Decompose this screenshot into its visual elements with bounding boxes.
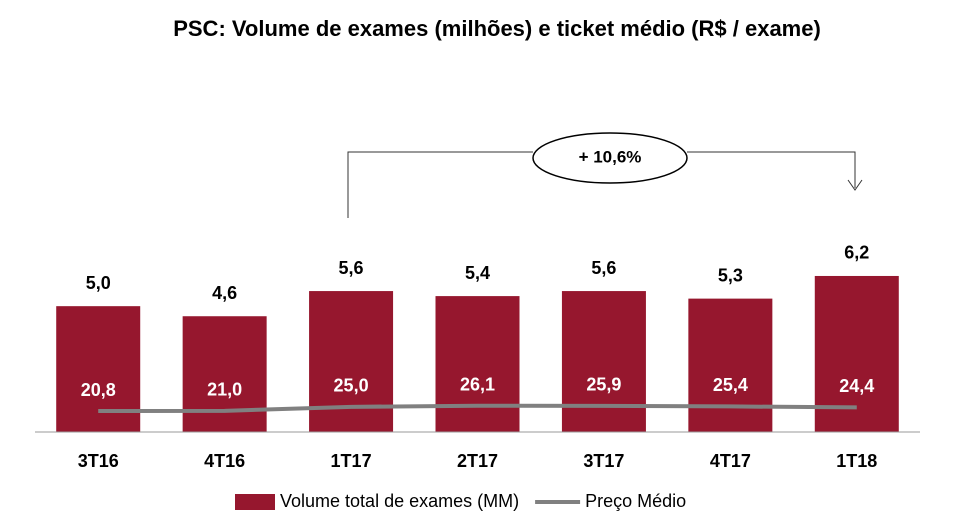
line-value-label: 26,1 [460, 374, 495, 394]
x-tick-label: 4T17 [710, 451, 751, 471]
line-value-label: 20,8 [81, 380, 116, 400]
bar-value-label: 5,6 [339, 258, 364, 278]
bar-value-label: 5,0 [86, 273, 111, 293]
bar-value-label: 5,6 [591, 258, 616, 278]
chart-title: PSC: Volume de exames (milhões) e ticket… [173, 16, 821, 41]
bar-value-label: 6,2 [844, 243, 869, 263]
x-tick-label: 4T16 [204, 451, 245, 471]
x-tick-label: 3T16 [78, 451, 119, 471]
bar [688, 298, 773, 432]
x-tick-label: 2T17 [457, 451, 498, 471]
bar [182, 316, 267, 432]
annotation: + 10,6% [579, 147, 642, 166]
legend-label: Preço Médio [585, 491, 686, 511]
bracket-arrow [847, 179, 863, 191]
line-value-label: 24,4 [839, 376, 874, 396]
x-tick-label: 1T18 [836, 451, 877, 471]
x-tick-label: 1T17 [331, 451, 372, 471]
x-tick-label: 3T17 [583, 451, 624, 471]
line-value-label: 25,4 [713, 375, 748, 395]
annotation-ellipse [532, 132, 688, 184]
line-value-label: 21,0 [207, 380, 242, 400]
bar [56, 306, 141, 432]
bar-value-label: 4,6 [212, 283, 237, 303]
growth-bracket [347, 151, 856, 218]
legend-label: Volume total de exames (MM) [280, 491, 519, 511]
bar-value-label: 5,3 [718, 265, 743, 285]
bar [309, 291, 394, 432]
bar-value-label: 5,4 [465, 263, 490, 283]
price-line [98, 403, 857, 414]
bar [435, 296, 520, 432]
line-value-label: 25,0 [334, 376, 369, 396]
line-value-label: 25,9 [586, 375, 621, 395]
bar [561, 291, 646, 432]
legend-swatch [235, 494, 275, 510]
